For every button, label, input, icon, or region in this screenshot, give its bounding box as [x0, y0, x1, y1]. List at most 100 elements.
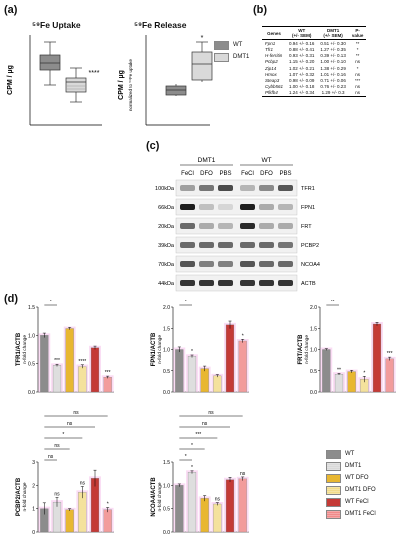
wt-value: 1.07 +/- 0.32: [289, 71, 315, 77]
blot-svg: DMT1 WT FeCl DFO PBS FeCl DFO PBS 100kDa TFR1 66kD…: [155, 157, 320, 292]
blot-lane-label: FeCl: [181, 171, 194, 177]
blot-band: [199, 261, 214, 267]
sig-bracket-label: ns: [202, 421, 208, 427]
table-row: Steap3 0.98 +/- 0.09 0.71 +/- 0.06 ***: [262, 77, 366, 83]
blot-lane-label: FeCl: [241, 171, 254, 177]
y-axis-sublabel: n-fold change: [22, 335, 28, 364]
p-value: **: [355, 53, 360, 59]
blot-strip: [175, 255, 298, 273]
bar-sig-label: **: [337, 367, 341, 373]
y-tick-label: 1.0: [28, 333, 35, 339]
bar-sig-label: *: [191, 349, 193, 355]
bar-hatch: [78, 492, 87, 532]
bar-hatch: [213, 375, 222, 392]
blot-kda-label: 44kDa: [158, 281, 175, 287]
legend-swatch-dmt1: [214, 52, 229, 62]
blot-protein-label: FPN1: [301, 205, 315, 211]
y-tick-label: 0.5: [163, 507, 170, 513]
gene-name: Fpn1: [265, 40, 276, 46]
uptake-sig: ****: [89, 70, 100, 77]
legend-item-dmt1: DMT1: [214, 51, 249, 63]
legend-swatch: [326, 449, 341, 459]
table-row: Zip14 1.02 +/- 0.21 1.38 +/- 0.29 *: [262, 65, 366, 71]
wt-value: 1.00 +/- 0.18: [289, 84, 315, 90]
release-title: ⁵⁹Fe Release: [134, 20, 187, 30]
y-tick-label: 0.0: [163, 530, 170, 536]
blot-band: [180, 242, 195, 248]
wt-value: 0.98 +/- 0.09: [289, 77, 315, 83]
table-header-row: Genes WT (+/- SEM) DMT1 (+/- SEM) P- val…: [262, 25, 367, 41]
bar-hatch: [360, 379, 369, 392]
bar-hatch: [238, 341, 247, 392]
gene-name: Pcbp2: [265, 59, 278, 65]
table-header-genes: Genes: [262, 25, 287, 41]
gene-name: Pfkfb4: [262, 89, 287, 97]
y-axis-label: NCOA4/ACTB: [151, 477, 157, 517]
bar-sig-label: *: [191, 465, 193, 471]
gene-name: Steap3: [265, 77, 280, 83]
bar-hatch: [238, 478, 247, 532]
bar-hatch: [213, 504, 222, 532]
dmt1-value: 1.01 +/- 0.16: [320, 71, 346, 77]
sig-bracket-label: ns: [54, 443, 60, 449]
y-tick-label: 1.5: [28, 305, 35, 311]
legend-item: WT DFO: [326, 472, 376, 484]
bar: [175, 485, 184, 533]
dmt1-value: 1.27 +/- 0.35: [320, 47, 346, 53]
blot-band: [180, 223, 195, 229]
bar: [347, 371, 356, 393]
blot-band: [240, 280, 255, 286]
y-tick-label: 0.5: [310, 369, 317, 375]
panel-label-c: (c): [146, 140, 160, 152]
blot-band: [180, 204, 195, 210]
blot-band: [180, 280, 195, 286]
legend-item: DMT1 FeCl: [326, 508, 376, 520]
sig-bracket-label: *: [185, 454, 187, 460]
table-row: Tfr1 0.88 +/- 0.41 1.27 +/- 0.35 *: [262, 47, 366, 53]
dmt1-value: 0.76 +/- 0.23: [320, 84, 346, 90]
blot-kda-label: 70kDa: [158, 262, 175, 268]
gene-name: H-ferritin: [265, 53, 283, 59]
bar: [65, 328, 74, 393]
dmt1-value: 1.38 +/- 0.29: [320, 65, 346, 71]
uptake-dmt1-box: [65, 67, 87, 103]
table-header-pvalue: P- value: [348, 25, 367, 41]
bar: [200, 498, 209, 533]
p-value: **: [355, 40, 360, 46]
blot-band: [240, 204, 255, 210]
wt-value: 1.24 +/- 0.34: [286, 89, 318, 97]
gene-table: Genes WT (+/- SEM) DMT1 (+/- SEM) P- val…: [262, 25, 367, 97]
p-value: ns: [355, 84, 360, 90]
y-tick-label: 1.0: [310, 348, 317, 354]
blot-strip: [175, 198, 298, 216]
y-tick-label: 1.5: [310, 326, 317, 332]
blot-band: [278, 280, 293, 286]
blot-band: [199, 242, 214, 248]
bar-hatch: [385, 358, 394, 392]
bar: [65, 509, 74, 533]
bar: [322, 349, 331, 393]
legend-swatch: [326, 497, 341, 507]
blot-band: [199, 204, 214, 210]
blot-protein-label: TFR1: [301, 186, 315, 192]
table-row: Cybb561 1.00 +/- 0.18 0.76 +/- 0.23 ns: [262, 84, 366, 90]
blot-protein-label: ACTB: [301, 281, 316, 287]
legend-label-dmt1: DMT1: [233, 54, 250, 60]
y-axis-sublabel: n-fold change: [22, 482, 28, 511]
blot-band: [218, 223, 233, 229]
bar-sig-label: *: [242, 333, 244, 339]
legend-item-wt: WT: [214, 39, 249, 51]
release-axes: [145, 35, 210, 126]
blot-lane-label: PBS: [279, 171, 291, 177]
blot-band: [240, 223, 255, 229]
blot-band: [180, 261, 195, 267]
legend-item: DMT1: [326, 460, 376, 472]
panel-a-legend: WT DMT1: [214, 39, 249, 63]
bar: [175, 349, 184, 393]
blot-band: [199, 280, 214, 286]
uptake-title: ⁵⁹Fe Uptake: [32, 20, 81, 30]
blot-band: [199, 223, 214, 229]
blot-band: [278, 261, 293, 267]
bar-hatch: [53, 365, 61, 392]
